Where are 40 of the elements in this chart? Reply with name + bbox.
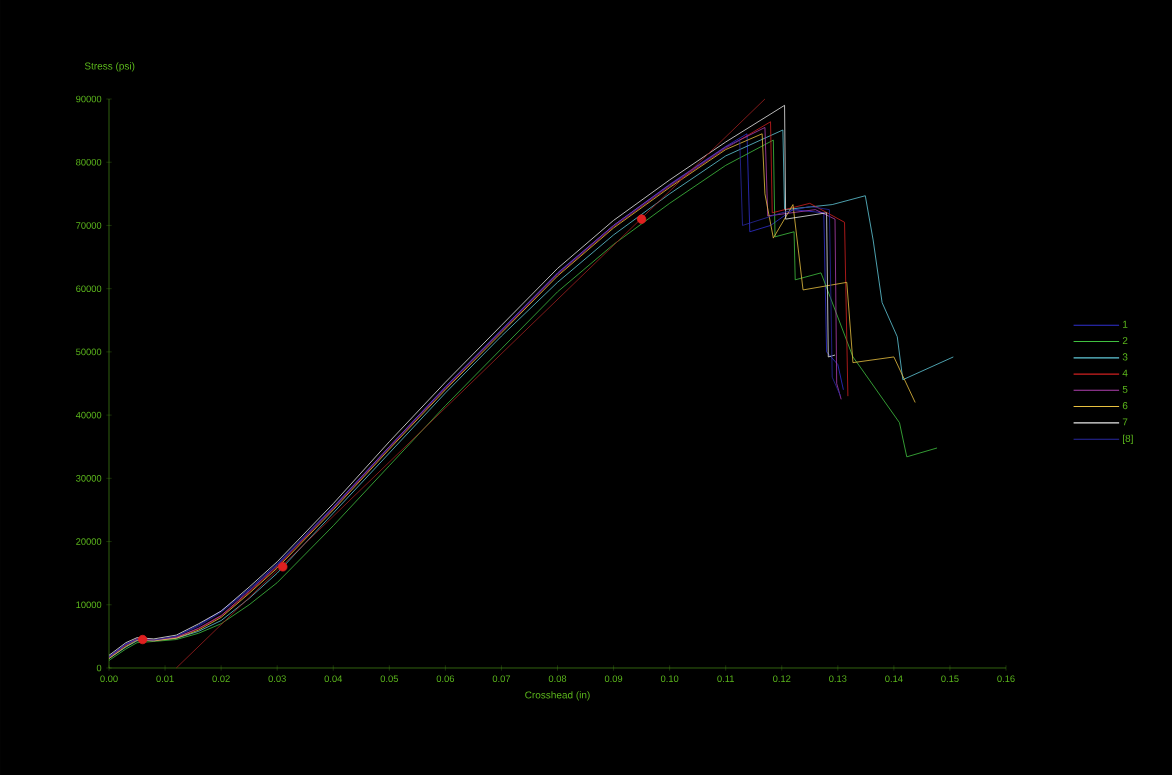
legend-label: 6 [1122,402,1128,410]
x-tick-label: 0.05 [380,675,398,682]
y-tick-label: 20000 [76,538,102,545]
legend-label: 2 [1122,337,1128,345]
x-tick-label: 0.08 [548,675,567,682]
legend-label: 1 [1123,320,1128,328]
y-tick-label: 80000 [76,158,102,166]
y-tick-label: 90000 [76,95,102,103]
x-tick-label: 0.03 [268,675,286,682]
legend-label: 3 [1122,353,1128,361]
x-tick-label: 0.02 [212,675,230,682]
x-axis-title: Crosshead (in) [525,691,590,701]
point [278,562,288,572]
x-tick-label: 0.07 [492,675,511,682]
x-tick-label: 0.12 [773,675,791,682]
x-tick-label: 0.11 [717,675,734,682]
x-tick-label: 0.00 [100,675,118,682]
y-tick-label: 30000 [76,475,102,482]
x-tick-label: 0.13 [829,675,847,682]
y-tick-label: 0 [96,664,102,672]
x-tick-label: 0.04 [324,675,343,682]
x-tick-label: 0.15 [941,675,959,682]
legend-label: 4 [1122,369,1128,377]
x-tick-label: 0.01 [156,675,174,682]
x-tick-label: 0.14 [885,675,903,682]
y-axis-title: Stress (psi) [84,62,135,72]
x-tick-label: 0.16 [997,675,1015,682]
x-tick-label: 0.09 [604,675,623,682]
legend-label: 7 [1122,418,1128,426]
y-tick-label: 40000 [75,411,102,419]
y-tick-label: 70000 [76,222,102,229]
legend-label: 5 [1122,385,1128,393]
y-tick-label: 60000 [76,285,102,292]
x-tick-label: 0.10 [660,675,679,682]
legend-label: [8] [1123,434,1133,444]
y-tick-label: 10000 [76,601,102,609]
y-tick-label: 50000 [76,348,102,356]
x-tick-label: 0.06 [436,675,455,682]
point [137,634,148,645]
point [636,214,647,224]
